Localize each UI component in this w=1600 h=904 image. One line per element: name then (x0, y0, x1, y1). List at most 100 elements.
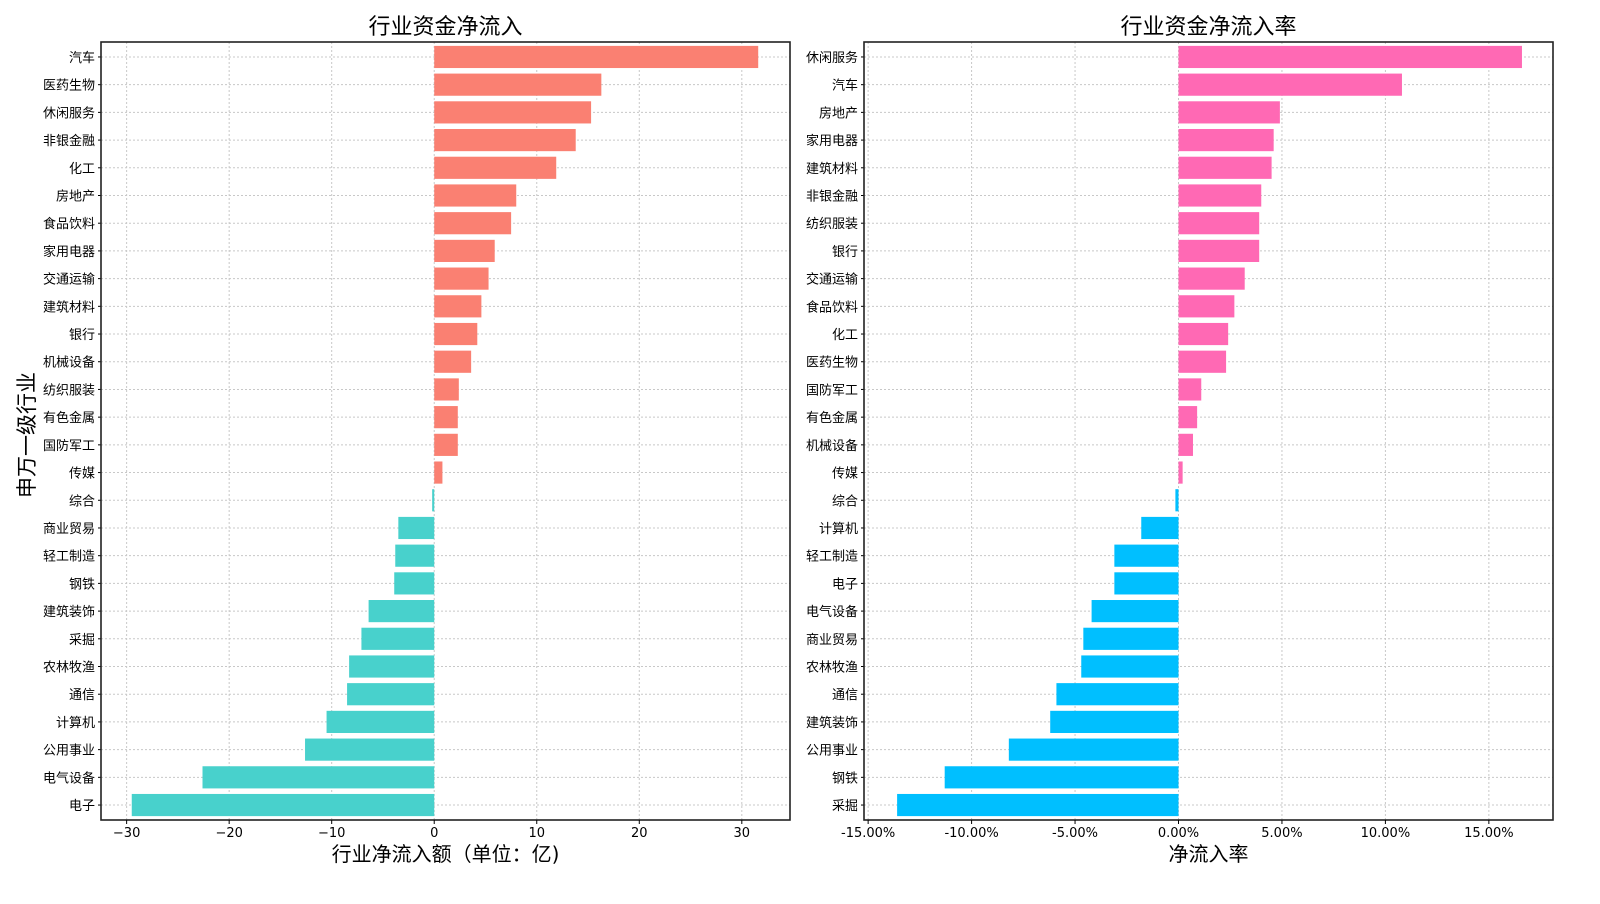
y-tick-label: 化工 (69, 162, 95, 177)
y-tick-label: 机械设备 (43, 355, 95, 371)
y-tick-label: 计算机 (819, 522, 858, 537)
bar (434, 322, 478, 346)
y-tick-label: 建筑装饰 (806, 715, 858, 731)
bar (1178, 322, 1229, 346)
y-tick-label: 农林牧渔 (806, 661, 858, 676)
bar (1083, 627, 1179, 650)
net-inflow-rate-chart: 休闲服务汽车房地产家用电器建筑材料非银金融纺织服装银行交通运输食品饮料化工医药生… (806, 15, 1554, 866)
bar (1114, 544, 1179, 567)
y-tick-label: 纺织服装 (806, 217, 858, 232)
y-tick-label: 商业贸易 (43, 522, 95, 537)
x-tick-label: 10 (528, 826, 545, 841)
y-tick-label: 交通运输 (806, 272, 858, 288)
bar (1114, 572, 1179, 595)
y-tick-label: 有色金属 (806, 410, 858, 426)
net-inflow-chart: 汽车医药生物休闲服务非银金融化工房地产食品饮料家用电器交通运输建筑材料银行机械设… (43, 15, 791, 866)
y-tick-label: 采掘 (69, 633, 95, 648)
x-tick-label: −10 (318, 826, 345, 841)
bar (1050, 710, 1179, 734)
y-tick-label: 国防军工 (806, 382, 858, 398)
y-tick-label: 传媒 (69, 467, 95, 482)
chart-title: 行业资金净流入 (368, 15, 522, 40)
bar (347, 683, 435, 706)
bar (434, 350, 472, 373)
y-tick-label: 非银金融 (806, 188, 858, 204)
bar (1178, 461, 1183, 484)
y-tick-label: 国防军工 (43, 438, 95, 454)
bar (1178, 378, 1202, 401)
y-tick-label: 电子 (832, 577, 858, 592)
bar (131, 793, 435, 817)
y-tick-label: 房地产 (819, 105, 858, 121)
bar (434, 267, 489, 290)
y-tick-label: 计算机 (56, 716, 95, 731)
bar (1178, 267, 1245, 290)
x-axis-label: 行业净流入额（单位：亿) (332, 842, 560, 866)
y-tick-label: 食品饮料 (43, 216, 95, 232)
bar (434, 433, 458, 456)
bar (434, 128, 576, 152)
y-tick-label: 家用电器 (43, 244, 95, 260)
bar (394, 572, 435, 595)
bar (1178, 239, 1260, 262)
bar (361, 627, 435, 650)
x-tick-label: 10.00% (1361, 826, 1411, 841)
y-tick-label: 轻工制造 (806, 550, 858, 565)
y-tick-label: 公用事业 (43, 744, 95, 759)
bar (434, 101, 592, 124)
y-tick-label: 纺织服装 (43, 383, 95, 398)
x-tick-label: 15.00% (1464, 826, 1514, 841)
y-tick-label: 公用事业 (806, 744, 858, 759)
y-tick-label: 化工 (832, 328, 858, 343)
bar (434, 184, 517, 207)
x-tick-label: 30 (734, 826, 751, 841)
y-tick-label: 商业贸易 (806, 633, 858, 648)
y-tick-label: 建筑装饰 (43, 604, 95, 620)
y-tick-label: 电气设备 (806, 604, 858, 620)
bar (305, 738, 435, 761)
x-tick-label: -10.00% (944, 826, 998, 841)
bar (1008, 738, 1179, 761)
y-tick-label: 银行 (69, 328, 95, 343)
bar (1175, 489, 1179, 512)
bar (1178, 101, 1280, 124)
bar (434, 461, 443, 484)
x-tick-label: -15.00% (841, 826, 895, 841)
bar (1178, 406, 1198, 429)
bar (1178, 350, 1227, 373)
chart-title: 行业资金净流入率 (1120, 15, 1296, 40)
bar (1178, 184, 1262, 207)
bar (1178, 212, 1260, 235)
x-tick-label: −30 (113, 826, 140, 841)
y-tick-label: 电子 (69, 799, 95, 814)
bar (1178, 295, 1235, 318)
y-tick-label: 食品饮料 (806, 299, 858, 315)
bar (1178, 128, 1274, 152)
plot-frame (863, 41, 1554, 821)
y-axis-label: 申万一级行业 (15, 372, 39, 498)
x-tick-label: 0 (430, 826, 438, 841)
y-tick-label: 机械设备 (806, 438, 858, 454)
bar (368, 600, 435, 623)
y-tick-label: 建筑材料 (43, 299, 95, 315)
bar (944, 766, 1179, 789)
x-tick-label: -5.00% (1052, 826, 1098, 841)
bar (434, 378, 459, 401)
bar (434, 406, 458, 429)
y-tick-label: 家用电器 (806, 133, 858, 149)
y-tick-label: 钢铁 (832, 771, 858, 786)
bar (434, 212, 512, 235)
y-tick-label: 综合 (832, 494, 858, 509)
x-tick-label: 20 (631, 826, 648, 841)
y-tick-label: 通信 (832, 688, 858, 703)
bar (1178, 45, 1522, 69)
y-tick-label: 休闲服务 (43, 105, 95, 121)
bar (395, 544, 435, 567)
bar (1141, 516, 1179, 540)
y-tick-label: 综合 (69, 494, 95, 509)
bar (349, 655, 435, 678)
y-tick-label: 农林牧渔 (43, 661, 95, 676)
y-tick-label: 电气设备 (43, 770, 95, 786)
y-tick-label: 采掘 (832, 799, 858, 814)
bar (434, 73, 602, 96)
